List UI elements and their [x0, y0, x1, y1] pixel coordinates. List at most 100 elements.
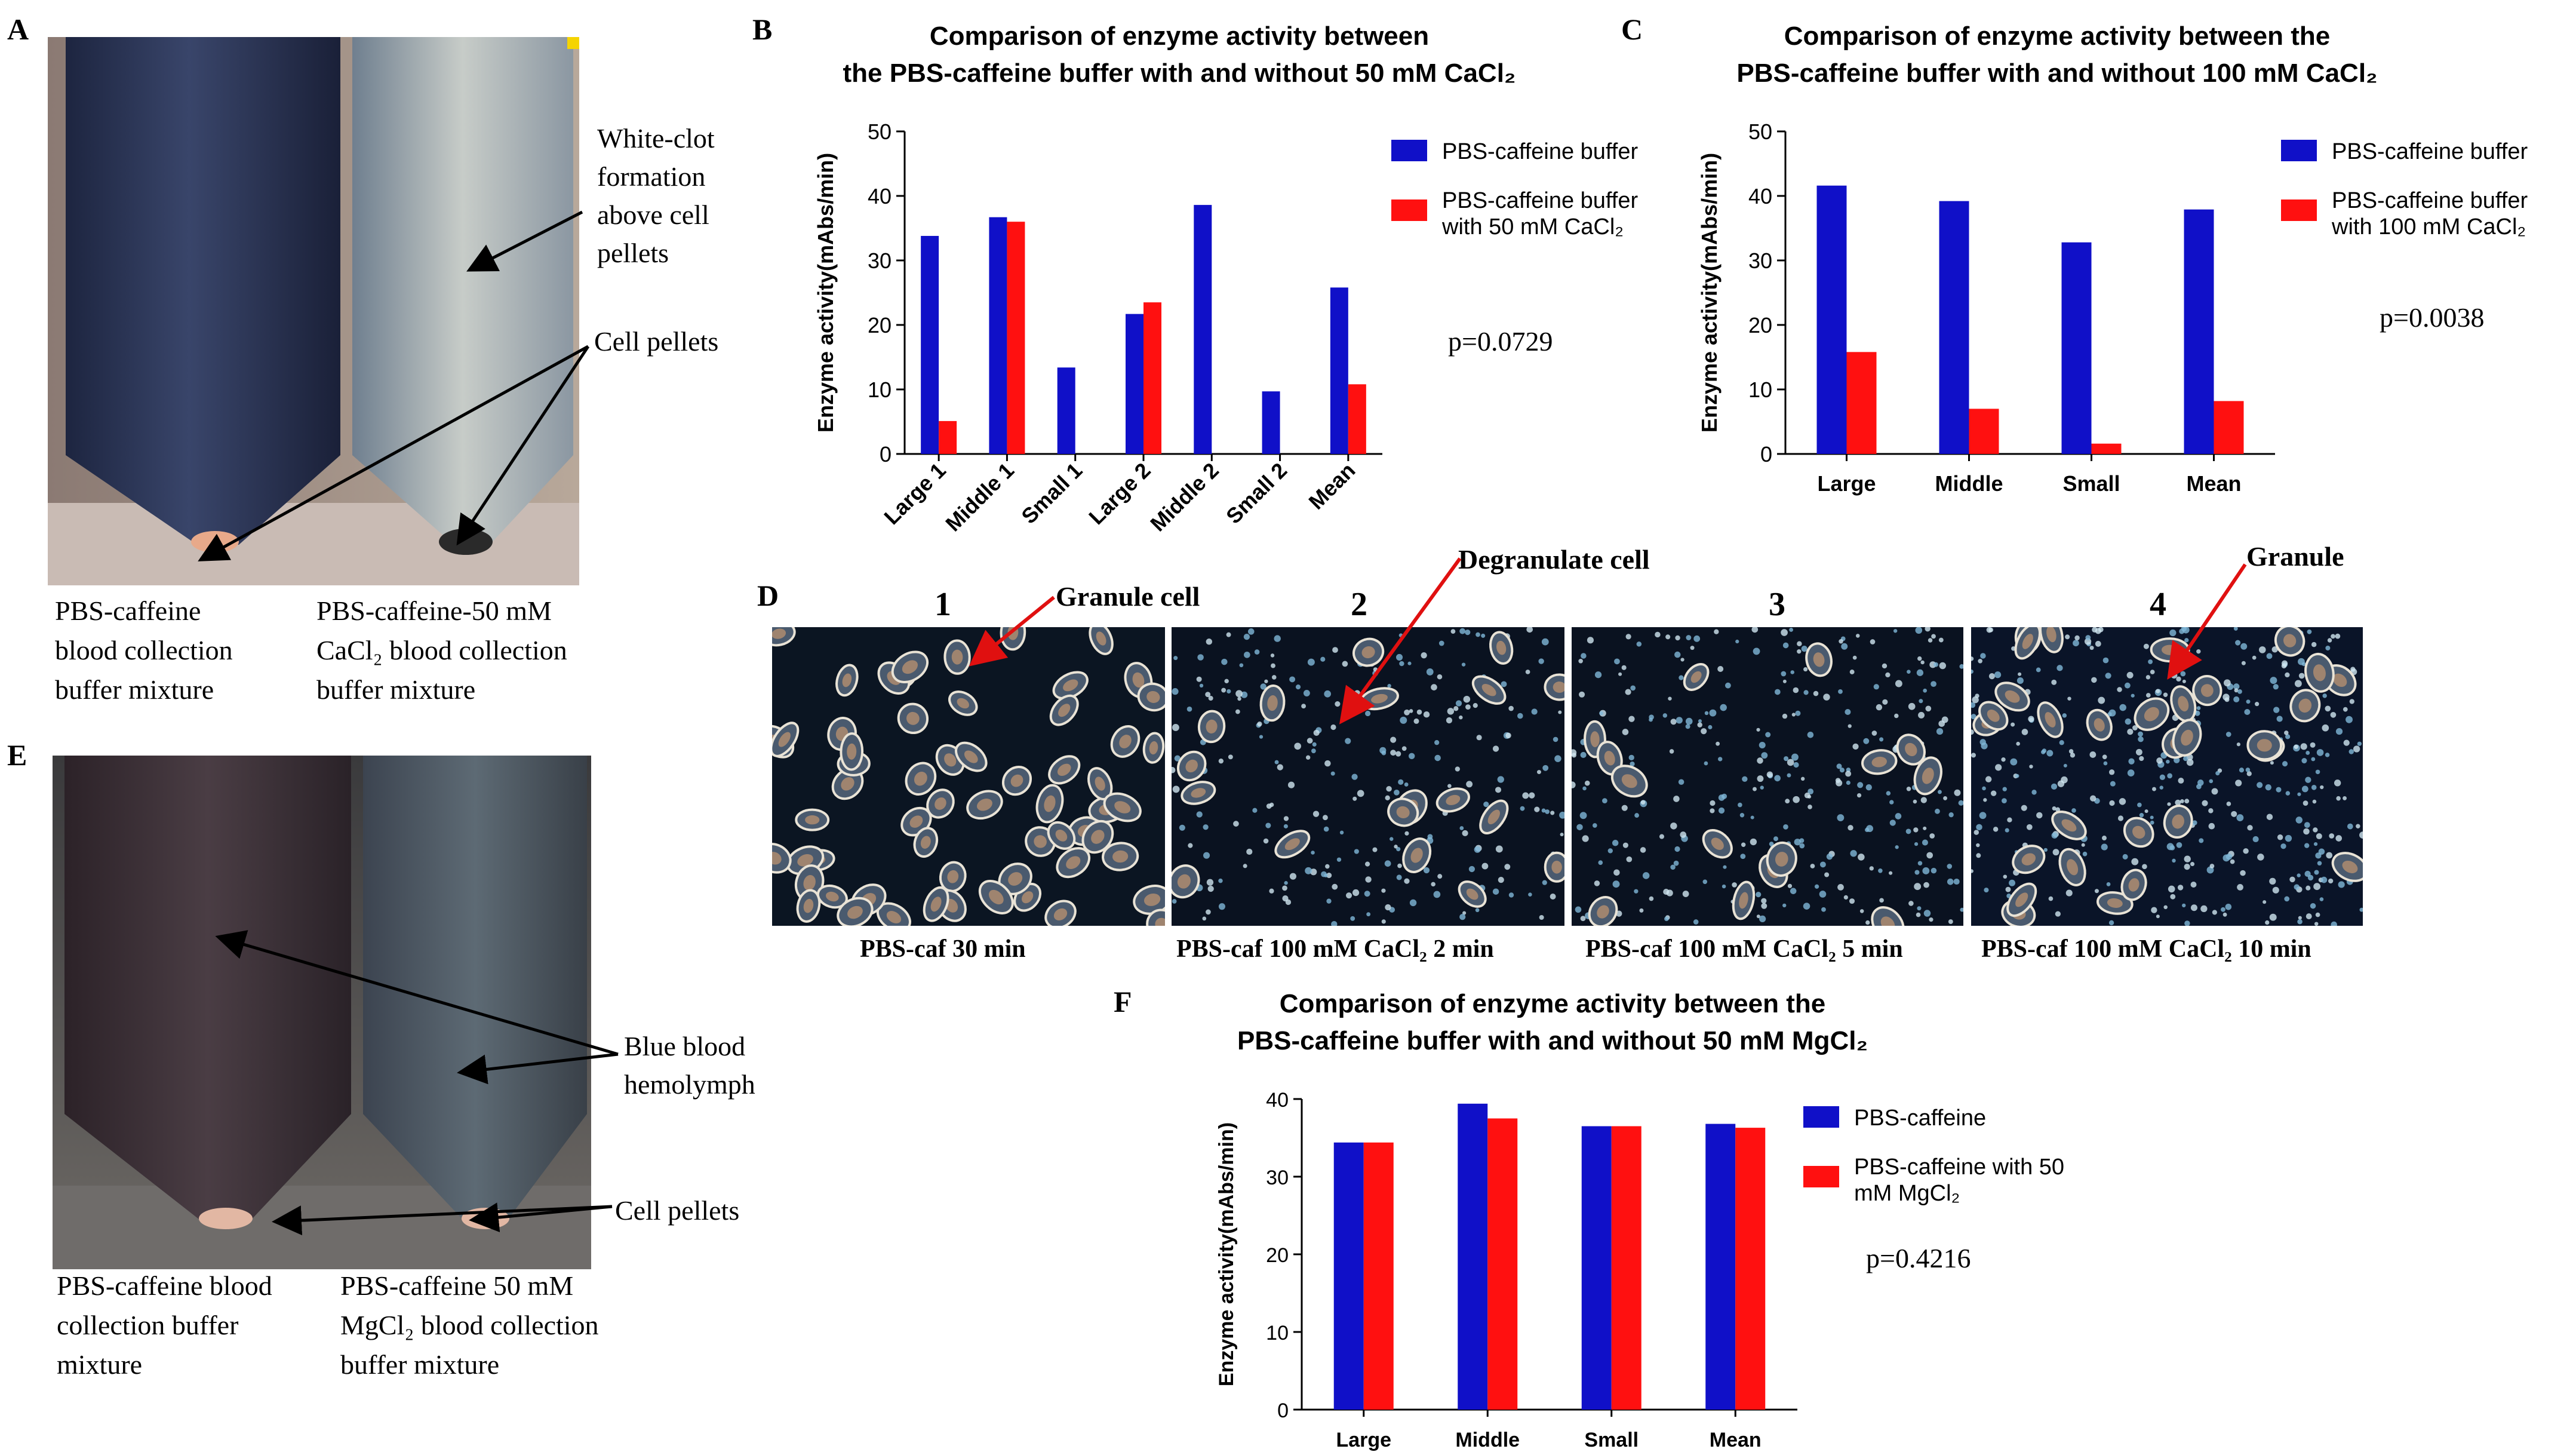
granule — [2184, 920, 2190, 926]
granule — [1838, 689, 1843, 694]
x-tick-label: Small 2 — [1221, 458, 1292, 529]
micrograph-caption-3: PBS-caf 100 mM CaCl₂ 5 min — [1585, 935, 1903, 963]
granule — [2215, 771, 2220, 776]
granule — [1915, 627, 1923, 634]
granule — [2212, 910, 2217, 915]
granule — [1364, 861, 1370, 867]
granule — [1810, 864, 1815, 868]
granule — [2305, 776, 2311, 783]
granule — [1665, 634, 1671, 640]
granule — [1789, 627, 1794, 632]
granule — [1228, 754, 1233, 760]
granule — [2139, 756, 2144, 762]
granule — [1226, 689, 1231, 694]
granule — [1628, 716, 1635, 722]
granule — [1982, 786, 1986, 791]
granule — [2211, 788, 2218, 795]
granule — [2353, 745, 2360, 753]
cell-core — [805, 815, 820, 825]
granule — [1678, 779, 1684, 785]
granule — [2137, 802, 2142, 808]
granule — [2180, 799, 2184, 803]
panel-a-photo — [48, 37, 579, 585]
y-tick-label: 40 — [868, 184, 892, 208]
granule — [1791, 753, 1799, 761]
granule — [1922, 839, 1928, 846]
granule — [2335, 835, 2343, 842]
granule — [1761, 898, 1767, 904]
granule — [2310, 742, 2316, 748]
granule — [1459, 826, 1464, 830]
granule — [1669, 749, 1674, 754]
granule — [1282, 885, 1287, 891]
cell-core — [951, 649, 963, 665]
granule — [1918, 711, 1925, 719]
cell-core — [944, 753, 957, 767]
granule — [2230, 859, 2235, 864]
granule — [1976, 843, 1980, 848]
granule — [2294, 884, 2300, 890]
granule — [1492, 745, 1499, 752]
granule — [1252, 808, 1258, 813]
granule — [2281, 663, 2287, 669]
granule — [1908, 702, 1916, 710]
granule — [2317, 861, 2322, 866]
granule — [1673, 796, 1680, 802]
granule — [1929, 917, 1933, 922]
granule — [1303, 690, 1310, 696]
granule — [2052, 806, 2057, 811]
granule — [1450, 629, 1456, 634]
granule — [2095, 640, 2101, 647]
granule — [2239, 768, 2245, 773]
x-tick-label: Mean — [1710, 1429, 1762, 1451]
granule — [1935, 808, 1940, 814]
bar-blue — [1939, 201, 1969, 454]
granule — [2108, 769, 2115, 775]
granule — [2325, 753, 2330, 757]
granule — [2156, 689, 2160, 693]
granule — [1459, 628, 1466, 634]
cell-core — [1496, 640, 1507, 655]
cell-core — [906, 711, 920, 725]
granule — [1756, 892, 1762, 898]
granule — [2094, 889, 2099, 894]
cell-core — [988, 889, 1004, 905]
granule — [1670, 864, 1676, 870]
granule — [2103, 761, 2108, 766]
granule — [1742, 776, 1748, 782]
granule — [1335, 701, 1341, 707]
granule — [2051, 832, 2058, 839]
granule — [2255, 702, 2260, 707]
granule — [1948, 919, 1953, 925]
granule — [1879, 737, 1884, 742]
granule — [2182, 903, 2186, 908]
granule — [1196, 811, 1203, 818]
granule — [1409, 709, 1413, 713]
granule — [2005, 886, 2011, 892]
granule — [2315, 912, 2320, 917]
granule — [1390, 837, 1394, 841]
granule — [1233, 821, 1239, 827]
granule — [1394, 845, 1398, 849]
granule — [1634, 813, 1639, 818]
granule — [2048, 896, 2054, 901]
granule — [1837, 814, 1845, 821]
granule — [2084, 638, 2092, 645]
granule — [1933, 662, 1938, 667]
granule — [1864, 827, 1870, 833]
granule — [1398, 779, 1404, 785]
granule — [1492, 888, 1499, 895]
white-clot-label: White-clot formation above cell pellets — [597, 123, 715, 268]
granule — [2223, 693, 2230, 701]
granule — [1931, 867, 1937, 874]
granule — [2043, 848, 2048, 852]
granule — [1685, 717, 1693, 725]
granule — [1621, 665, 1627, 670]
granule — [1475, 632, 1480, 637]
granule — [1936, 728, 1944, 735]
granule — [2145, 675, 2151, 680]
granule — [2101, 843, 2108, 851]
granule — [1476, 735, 1482, 741]
granule — [1350, 916, 1355, 921]
granule — [1740, 854, 1746, 860]
